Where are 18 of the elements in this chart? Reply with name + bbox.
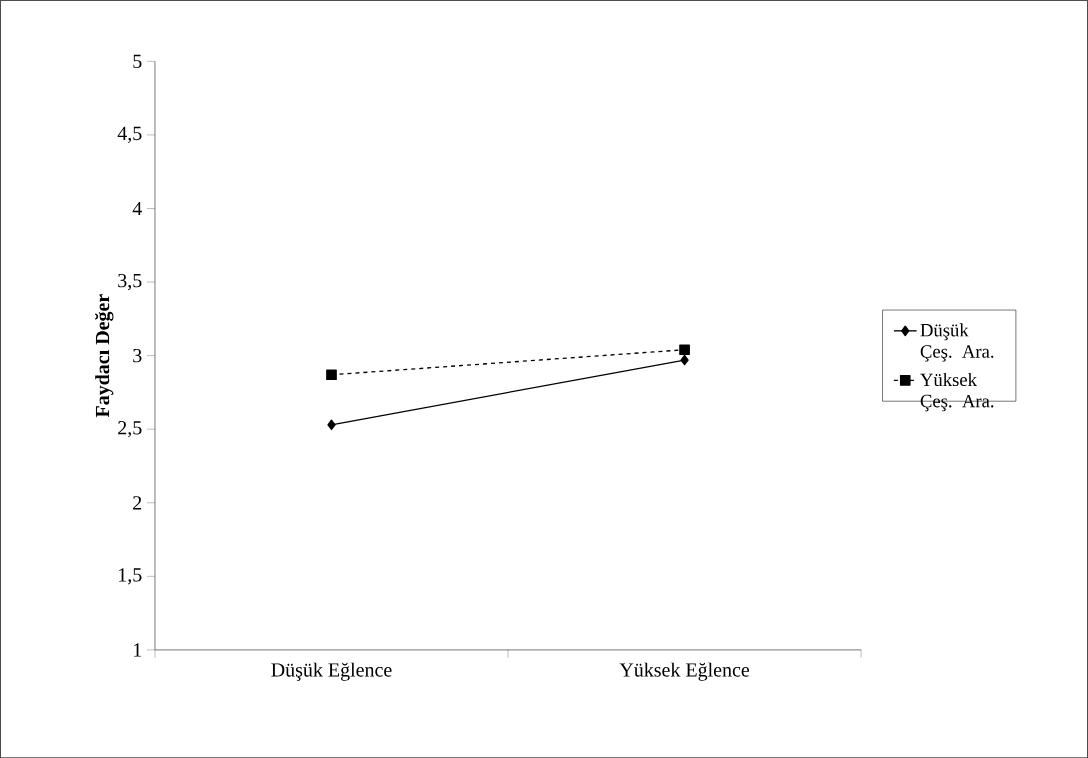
x-tick-label: Yüksek Eğlence <box>619 662 750 681</box>
legend-label: Düşük Çeş. Ara. <box>920 323 994 362</box>
y-tick-label: 4,5 <box>117 126 142 143</box>
point <box>326 369 337 380</box>
x-tick-label: Düşük Eğlence <box>271 662 392 681</box>
y-tick-label: 2,5 <box>118 420 142 438</box>
y-tick-label: 5 <box>133 54 142 68</box>
point <box>680 354 689 366</box>
point <box>679 344 690 355</box>
legend-label: Yüksek Çeş. Ara. <box>920 372 994 412</box>
y-tick-label: 3,5 <box>118 273 142 291</box>
point <box>327 419 336 431</box>
y-tick-label: 1,5 <box>119 568 142 585</box>
y-tick-label: 4 <box>132 201 142 215</box>
y-tick-label: 2 <box>133 496 142 510</box>
y-axis-title: Faydacı Değer <box>94 294 114 418</box>
y-tick-label: 3 <box>133 348 142 363</box>
y-tick-label: 1 <box>134 643 142 657</box>
